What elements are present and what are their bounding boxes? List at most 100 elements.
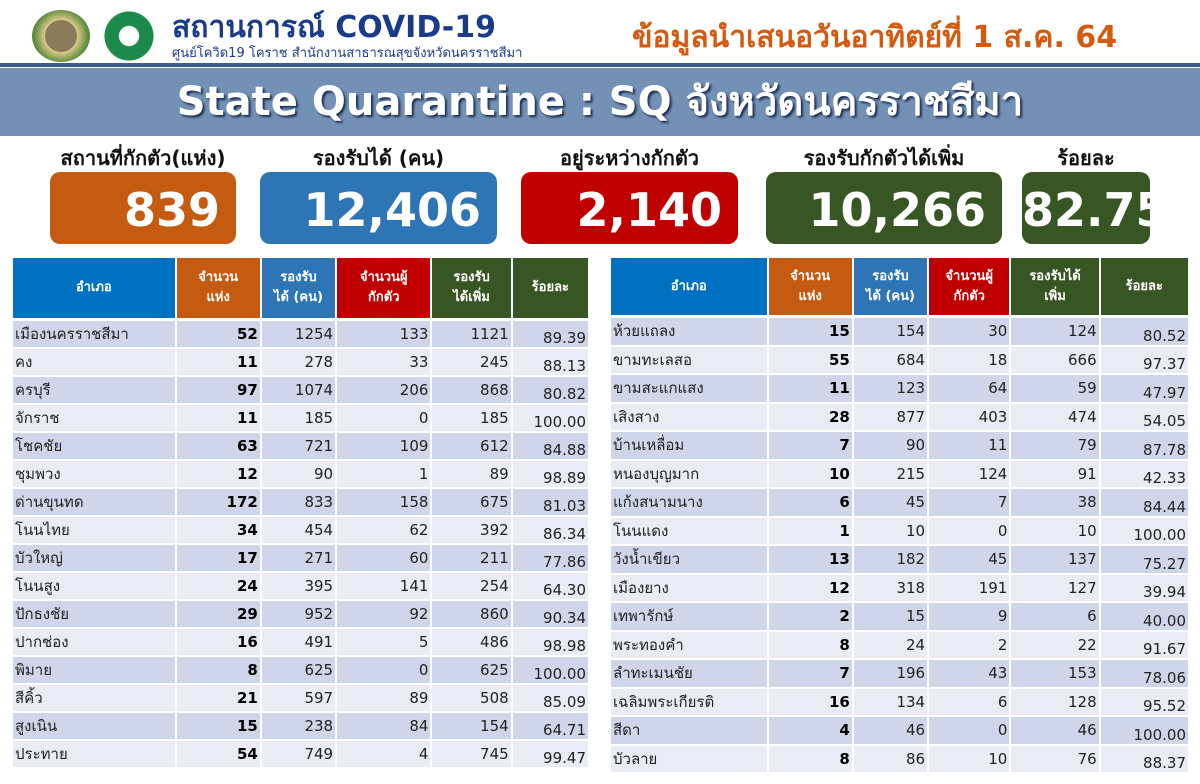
table-cell: ครบุรี (13, 377, 175, 405)
table-cell: 16 (768, 688, 852, 717)
table-cell: 185 (261, 405, 336, 433)
table-cell: 7 (768, 432, 852, 461)
table-row: เสิงสาง 28 877 403 474 54.05 (611, 403, 1188, 432)
table-cell: 612 (432, 433, 511, 461)
table-row: โนนแดง 1 10 0 10 100.00 (611, 517, 1188, 546)
table-row: ครบุรี 97 1074 206 868 80.82 (13, 377, 588, 405)
table-cell: 11 (768, 375, 852, 404)
table-cell: 141 (337, 573, 431, 601)
table-cell: 46 (1011, 717, 1099, 746)
table-cell: บ้านเหลื่อม (611, 432, 767, 461)
table-cell: 2 (929, 631, 1010, 660)
table-cell: 62 (337, 517, 431, 545)
table-cell: 24 (853, 631, 928, 660)
table-row: แก้งสนามนาง 6 45 7 38 84.44 (611, 489, 1188, 518)
table-cell: ขามทะเลสอ (611, 346, 767, 375)
table-cell: 172 (176, 489, 260, 517)
report-date: ข้อมูลนำเสนอวันอาทิตย์ที่ 1 ส.ค. 64 (632, 20, 1118, 55)
column-header: รองรับ ได้ (คน) (261, 258, 336, 318)
table-cell: 12 (768, 574, 852, 603)
ministry-of-public-health-logo (100, 10, 158, 62)
table-cell: บัวใหญ่ (13, 545, 175, 573)
table-cell: 81.03 (512, 489, 588, 517)
stat-label: สถานที่กักตัว(แห่ง) (60, 146, 226, 170)
table-cell: 77.86 (512, 545, 588, 573)
table-cell: 508 (432, 685, 511, 713)
table-cell: 211 (432, 545, 511, 573)
table-cell: 10 (1011, 517, 1099, 546)
table-cell: 403 (929, 403, 1010, 432)
table-cell: บัวลาย (611, 745, 767, 774)
table-cell: สีคิ้ว (13, 685, 175, 713)
table-cell: 749 (261, 741, 336, 769)
table-cell: 89 (337, 685, 431, 713)
table-row: จักราช 11 185 0 185 100.00 (13, 405, 588, 433)
table-cell: 10 (853, 517, 928, 546)
stat-label: รองรับกักตัวได้เพิ่ม (803, 146, 965, 170)
table-row: ด่านขุนทด 172 833 158 675 81.03 (13, 489, 588, 517)
table-cell: 13 (768, 546, 852, 575)
left-district-table: อำเภอ จำนวน แห่ง รองรับ ได้ (คน) จำนวนผู้ กักต… (11, 258, 590, 769)
table-cell: แก้งสนามนาง (611, 489, 767, 518)
table-cell: 64.71 (512, 713, 588, 741)
table-cell: 11 (176, 349, 260, 377)
table-cell: 12 (176, 461, 260, 489)
stat-value-box: 2,140 (521, 172, 738, 244)
table-row: เทพารักษ์ 2 15 9 6 40.00 (611, 603, 1188, 632)
table-row: ประทาย 54 749 4 745 99.47 (13, 741, 588, 769)
table-cell: 5 (337, 629, 431, 657)
table-cell: 80.82 (512, 377, 588, 405)
stat-label: รองรับได้ (คน) (312, 146, 445, 170)
table-cell: 21 (176, 685, 260, 713)
table-row: ห้วยแถลง 15 154 30 124 80.52 (611, 318, 1188, 347)
table-cell: 127 (1011, 574, 1099, 603)
table-cell: 60 (337, 545, 431, 573)
table-cell: 90 (853, 432, 928, 461)
table-cell: 153 (1011, 660, 1099, 689)
table-cell: 30 (929, 318, 1010, 347)
table-cell: ปักธงชัย (13, 601, 175, 629)
table-cell: 454 (261, 517, 336, 545)
table-cell: 55 (768, 346, 852, 375)
table-cell: 29 (176, 601, 260, 629)
table-cell: 24 (176, 573, 260, 601)
table-cell: 78.06 (1100, 660, 1188, 689)
table-cell: 0 (929, 517, 1010, 546)
table-cell: 15 (176, 713, 260, 741)
table-cell: 877 (853, 403, 928, 432)
table-row: ลำทะเมนชัย 7 196 43 153 78.06 (611, 660, 1188, 689)
table-cell: 133 (337, 321, 431, 349)
table-cell: 42.33 (1100, 460, 1188, 489)
table-cell: 46 (853, 717, 928, 746)
table-cell: ประทาย (13, 741, 175, 769)
table-cell: 15 (853, 603, 928, 632)
table-cell: 84 (337, 713, 431, 741)
table-cell: 318 (853, 574, 928, 603)
table-cell: 6 (1011, 603, 1099, 632)
table-row: โนนสูง 24 395 141 254 64.30 (13, 573, 588, 601)
table-cell: 745 (432, 741, 511, 769)
table-cell: 6 (768, 489, 852, 518)
table-cell: 39.94 (1100, 574, 1188, 603)
table-cell: 0 (929, 717, 1010, 746)
table-cell: 98.98 (512, 629, 588, 657)
table-cell: โนนแดง (611, 517, 767, 546)
table-cell: จักราช (13, 405, 175, 433)
table-cell: 4 (337, 741, 431, 769)
table-cell: โนนสูง (13, 573, 175, 601)
table-cell: 33 (337, 349, 431, 377)
table-cell: 47.97 (1100, 375, 1188, 404)
table-cell: 86.34 (512, 517, 588, 545)
table-cell: 90.34 (512, 601, 588, 629)
table-cell: 87.78 (1100, 432, 1188, 461)
table-cell: โชคชัย (13, 433, 175, 461)
page-title: สถานการณ์ COVID-19 (172, 10, 496, 45)
table-cell: 91 (1011, 460, 1099, 489)
table-cell: 1254 (261, 321, 336, 349)
table-cell: 90 (261, 461, 336, 489)
table-cell: เทพารักษ์ (611, 603, 767, 632)
table-cell: 84.88 (512, 433, 588, 461)
table-cell: 11 (929, 432, 1010, 461)
table-cell: 2 (768, 603, 852, 632)
table-cell: 868 (432, 377, 511, 405)
